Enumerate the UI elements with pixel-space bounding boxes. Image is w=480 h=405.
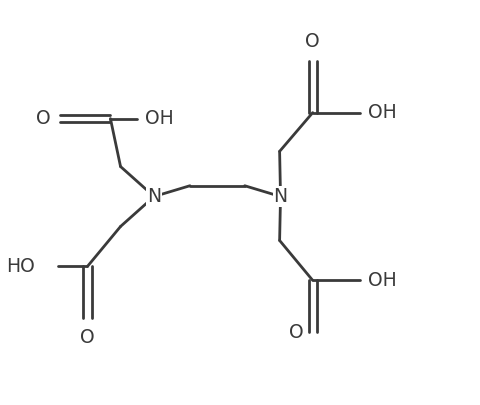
Text: O: O: [80, 328, 95, 347]
Text: O: O: [305, 32, 319, 51]
Text: HO: HO: [6, 257, 35, 276]
Text: OH: OH: [367, 103, 396, 122]
Text: OH: OH: [367, 271, 396, 290]
Text: N: N: [273, 187, 287, 206]
Text: OH: OH: [144, 109, 173, 128]
Text: N: N: [147, 187, 161, 206]
Text: O: O: [36, 109, 50, 128]
Text: O: O: [288, 323, 303, 342]
